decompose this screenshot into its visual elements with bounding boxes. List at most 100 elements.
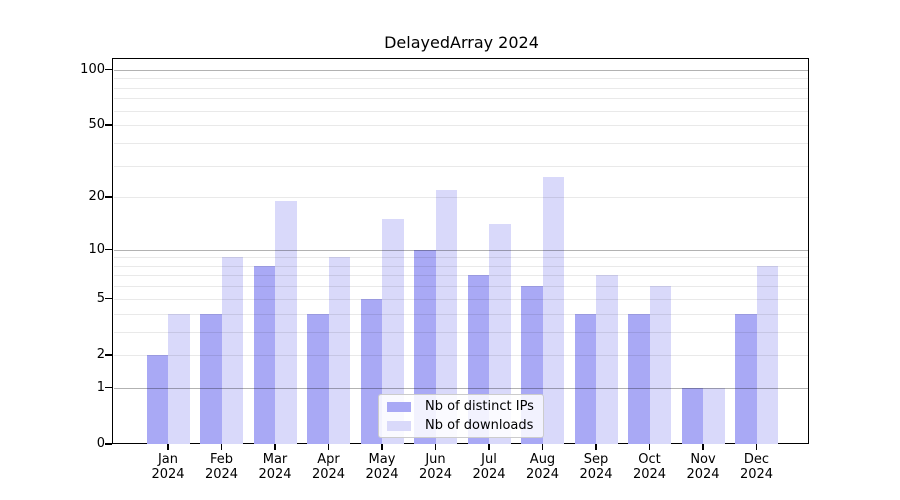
gridline-minor-7: [114, 275, 809, 277]
x-tick-year: 2024: [311, 467, 346, 482]
x-tick-label-dec: Dec 2024: [729, 452, 785, 482]
bar-distinct-ips-nov: [681, 387, 703, 444]
x-tick-jan: [167, 444, 169, 450]
x-tick-mar: [274, 444, 276, 450]
x-tick-year: 2024: [579, 467, 613, 482]
bar-downloads-dec: [756, 265, 778, 444]
y-tick-label-100: 100: [80, 61, 105, 77]
y-tick-20: [105, 196, 112, 198]
x-tick-label-apr: Apr 2024: [301, 452, 357, 482]
y-tick-50: [105, 124, 112, 126]
bar-distinct-ips-mar: [253, 265, 275, 444]
bar-distinct-ips-feb: [200, 313, 222, 444]
x-tick-label-mar: Mar 2024: [247, 452, 303, 482]
gridline-minor-8: [114, 265, 809, 267]
legend-label-downloads: Nb of downloads: [425, 417, 534, 433]
x-tick-month: Dec: [743, 452, 770, 467]
legend: Nb of distinct IPs Nb of downloads: [378, 394, 544, 438]
x-tick-label-feb: Feb 2024: [194, 452, 250, 482]
x-tick-year: 2024: [365, 467, 399, 482]
y-tick-label-50: 50: [88, 117, 105, 133]
x-tick-month: Jan: [157, 452, 179, 467]
y-tick-label-1: 1: [96, 379, 105, 395]
gridline-minor-40: [114, 142, 809, 144]
x-tick-month: Aug: [529, 452, 556, 467]
gridline-major-1: [114, 387, 809, 389]
bar-downloads-aug: [542, 176, 564, 444]
x-tick-label-nov: Nov 2024: [675, 452, 731, 482]
x-tick-nov: [702, 444, 704, 450]
x-tick-sep: [595, 444, 597, 450]
gridline-minor-80: [114, 87, 809, 89]
x-tick-label-jan: Jan 2024: [140, 452, 196, 482]
x-tick-may: [381, 444, 383, 450]
gridline-minor-30: [114, 165, 809, 167]
bar-downloads-nov: [703, 387, 725, 444]
bar-distinct-ips-oct: [628, 313, 650, 444]
gridline-minor-60: [114, 110, 809, 112]
y-tick-2: [105, 354, 112, 356]
x-tick-year: 2024: [258, 467, 292, 482]
legend-item-distinct-ips: Nb of distinct IPs: [387, 399, 535, 415]
x-tick-month: Jul: [481, 452, 497, 467]
bar-distinct-ips-dec: [735, 313, 757, 444]
gridline-minor-50: [114, 125, 809, 127]
x-tick-label-jun: Jun 2024: [408, 452, 464, 482]
x-tick-label-oct: Oct 2024: [622, 452, 678, 482]
y-tick-label-0: 0: [96, 436, 105, 451]
y-tick-1: [105, 387, 112, 389]
bar-downloads-apr: [328, 257, 350, 444]
bar-downloads-mar: [275, 201, 297, 444]
x-tick-apr: [327, 444, 330, 450]
x-tick-jul: [488, 444, 490, 450]
y-tick-0: [105, 443, 112, 445]
gridline-minor-90: [114, 78, 809, 80]
bar-downloads-feb: [221, 257, 243, 444]
x-tick-month: Sep: [583, 452, 609, 467]
bar-distinct-ips-sep: [574, 313, 596, 444]
y-tick-10: [105, 248, 112, 251]
x-tick-year: 2024: [632, 467, 667, 482]
legend-swatch-downloads: [387, 420, 411, 431]
x-tick-label-sep: Sep 2024: [568, 452, 624, 482]
gridline-major-10: [114, 249, 809, 251]
x-tick-month: Oct: [638, 452, 661, 467]
x-tick-month: Apr: [317, 452, 340, 467]
y-tick-label-5: 5: [96, 290, 105, 306]
x-tick-year: 2024: [525, 467, 560, 482]
bar-downloads-jan: [168, 313, 190, 444]
bar-downloads-jul: [489, 224, 511, 444]
legend-item-downloads: Nb of downloads: [387, 418, 535, 434]
x-tick-label-aug: Aug 2024: [515, 452, 571, 482]
bar-distinct-ips-jan: [146, 354, 168, 444]
x-tick-month: Nov: [690, 452, 716, 467]
x-tick-month: Jun: [425, 452, 446, 467]
y-tick-5: [105, 298, 112, 300]
bar-downloads-oct: [649, 286, 671, 444]
x-tick-month: May: [368, 452, 396, 467]
bar-downloads-sep: [596, 275, 618, 444]
x-tick-year: 2024: [204, 467, 239, 482]
x-tick-year: 2024: [472, 467, 506, 482]
bar-downloads-may: [382, 219, 404, 444]
y-tick-label-10: 10: [88, 241, 105, 257]
x-tick-jun: [434, 444, 437, 450]
x-tick-label-may: May 2024: [354, 452, 410, 482]
x-tick-label-jul: Jul 2024: [461, 452, 517, 482]
x-tick-year: 2024: [151, 467, 185, 482]
gridline-minor-5: [114, 298, 809, 300]
x-tick-aug: [541, 444, 544, 450]
gridline-major-100: [114, 69, 809, 71]
x-tick-month: Feb: [209, 452, 234, 467]
x-tick-year: 2024: [739, 467, 774, 482]
y-tick-label-2: 2: [96, 346, 105, 362]
legend-label-distinct-ips: Nb of distinct IPs: [425, 398, 534, 414]
y-tick-label-20: 20: [88, 189, 105, 205]
gridline-minor-20: [114, 197, 809, 199]
y-tick-100: [105, 69, 112, 71]
x-tick-oct: [648, 444, 651, 450]
bar-downloads-jun: [435, 189, 457, 444]
gridline-minor-4: [114, 313, 809, 315]
x-tick-month: Mar: [262, 452, 288, 467]
